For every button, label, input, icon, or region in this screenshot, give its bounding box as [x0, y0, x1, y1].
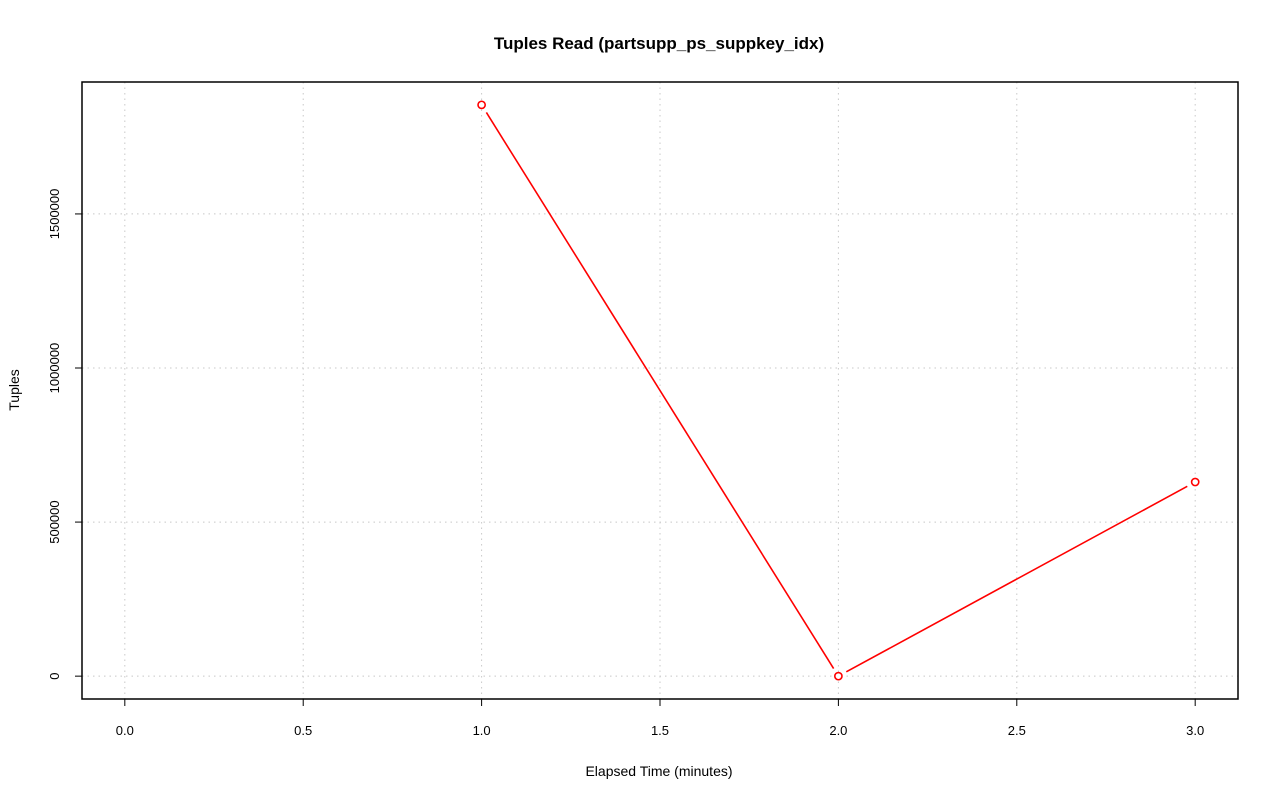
x-tick-label: 1.0: [473, 723, 491, 738]
plot-frame: [81, 81, 1239, 700]
data-point: [1190, 477, 1200, 487]
chart-title: Tuples Read (partsupp_ps_suppkey_idx): [494, 34, 824, 53]
y-tick-label: 500000: [47, 500, 62, 543]
y-tick-label: 1500000: [47, 189, 62, 240]
x-tick-label: 0.0: [116, 723, 134, 738]
x-tick-label: 1.5: [651, 723, 669, 738]
y-tick-label: 1000000: [47, 343, 62, 394]
x-tick-label: 0.5: [294, 723, 312, 738]
x-tick-label: 3.0: [1186, 723, 1204, 738]
series-line-segment: [845, 485, 1188, 673]
series: [477, 100, 1200, 681]
y-tick-label: 0: [47, 673, 62, 680]
data-point: [477, 100, 487, 110]
x-tick-label: 2.5: [1008, 723, 1026, 738]
y-axis-label: Tuples: [6, 369, 22, 411]
axis-ticks: 0.0 0.5 1.0 1.5 2.0 2.5 3.0 0 500000 1000000 15000…: [47, 189, 1204, 738]
x-tick-label: 2.0: [829, 723, 847, 738]
series-line-segment: [485, 112, 835, 669]
x-axis-label: Elapsed Time (minutes): [585, 763, 732, 779]
data-point: [833, 671, 843, 681]
